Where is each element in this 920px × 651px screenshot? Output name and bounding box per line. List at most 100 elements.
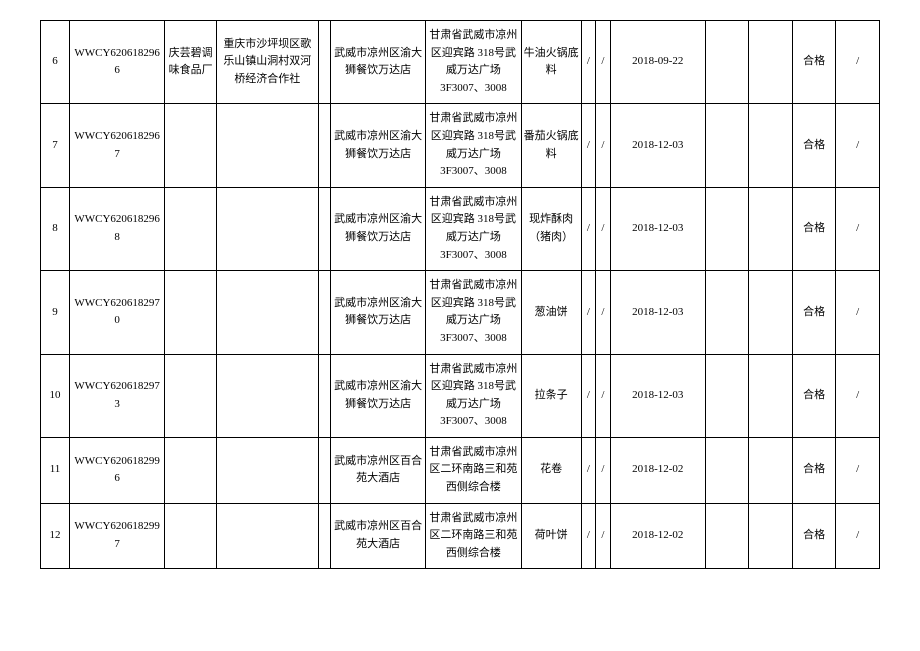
cell-date: 2018-12-03 (610, 187, 705, 270)
cell-result: 合格 (792, 437, 836, 503)
cell-manufacturer (165, 503, 217, 569)
cell-manufacturer (165, 354, 217, 437)
cell-space1 (318, 437, 330, 503)
cell-seq: 6 (41, 21, 70, 104)
cell-s1: / (581, 437, 596, 503)
table-row: 6WWCY6206182966庆芸碧调味食品厂重庆市沙坪坝区歌乐山镇山洞村双河桥… (41, 21, 880, 104)
cell-s2: / (596, 503, 611, 569)
cell-gap2 (749, 354, 793, 437)
cell-space1 (318, 354, 330, 437)
cell-code: WWCY6206182970 (70, 271, 165, 354)
cell-vendor: 武威市凉州区百合苑大酒店 (330, 437, 425, 503)
cell-gap1 (705, 104, 749, 187)
cell-vendor: 武威市凉州区渝大狮餐饮万达店 (330, 104, 425, 187)
cell-gap2 (749, 104, 793, 187)
cell-seq: 9 (41, 271, 70, 354)
cell-product: 拉条子 (521, 354, 581, 437)
cell-s1: / (581, 354, 596, 437)
cell-last: / (836, 104, 880, 187)
cell-space1 (318, 104, 330, 187)
table-row: 12WWCY6206182997 武威市凉州区百合苑大酒店甘肃省武威市凉州区二环南… (41, 503, 880, 569)
cell-manufacturer (165, 437, 217, 503)
cell-address: 甘肃省武威市凉州区迎宾路 318号武威万达广场3F3007、3008 (426, 271, 521, 354)
cell-date: 2018-12-02 (610, 503, 705, 569)
cell-gap1 (705, 354, 749, 437)
cell-s2: / (596, 437, 611, 503)
cell-gap2 (749, 187, 793, 270)
cell-seq: 7 (41, 104, 70, 187)
table-row: 7WWCY6206182967武威市凉州区渝大狮餐饮万达店甘肃省武威市凉州区迎宾… (41, 104, 880, 187)
cell-manufacturerAddr: 重庆市沙坪坝区歌乐山镇山洞村双河桥经济合作社 (217, 21, 319, 104)
cell-gap2 (749, 503, 793, 569)
cell-seq: 10 (41, 354, 70, 437)
cell-product: 番茄火锅底料 (521, 104, 581, 187)
cell-address: 甘肃省武威市凉州区二环南路三和苑西侧综合楼 (426, 503, 521, 569)
cell-s2: / (596, 271, 611, 354)
cell-product: 葱油饼 (521, 271, 581, 354)
cell-manufacturerAddr (217, 187, 319, 270)
cell-address: 甘肃省武威市凉州区迎宾路 318号武威万达广场3F3007、3008 (426, 187, 521, 270)
cell-s2: / (596, 21, 611, 104)
inspection-table: 6WWCY6206182966庆芸碧调味食品厂重庆市沙坪坝区歌乐山镇山洞村双河桥… (40, 20, 880, 569)
cell-manufacturer: 庆芸碧调味食品厂 (165, 21, 217, 104)
cell-manufacturerAddr (217, 503, 319, 569)
cell-gap2 (749, 21, 793, 104)
cell-s1: / (581, 104, 596, 187)
cell-code: WWCY6206182997 (70, 503, 165, 569)
cell-seq: 12 (41, 503, 70, 569)
cell-date: 2018-09-22 (610, 21, 705, 104)
cell-product: 现炸酥肉（猪肉） (521, 187, 581, 270)
cell-vendor: 武威市凉州区渝大狮餐饮万达店 (330, 21, 425, 104)
cell-product: 牛油火锅底料 (521, 21, 581, 104)
cell-manufacturer (165, 187, 217, 270)
cell-gap2 (749, 437, 793, 503)
cell-last: / (836, 271, 880, 354)
cell-s1: / (581, 271, 596, 354)
cell-gap1 (705, 437, 749, 503)
cell-code: WWCY6206182966 (70, 21, 165, 104)
cell-address: 甘肃省武威市凉州区迎宾路 318号武威万达广场3F3007、3008 (426, 354, 521, 437)
cell-code: WWCY6206182968 (70, 187, 165, 270)
cell-gap2 (749, 271, 793, 354)
cell-manufacturer (165, 104, 217, 187)
cell-gap1 (705, 21, 749, 104)
cell-code: WWCY6206182996 (70, 437, 165, 503)
cell-address: 甘肃省武威市凉州区二环南路三和苑西侧综合楼 (426, 437, 521, 503)
table-row: 11WWCY6206182996 武威市凉州区百合苑大酒店甘肃省武威市凉州区二环南… (41, 437, 880, 503)
cell-gap1 (705, 271, 749, 354)
cell-last: / (836, 187, 880, 270)
cell-last: / (836, 21, 880, 104)
cell-product: 荷叶饼 (521, 503, 581, 569)
cell-space1 (318, 271, 330, 354)
cell-vendor: 武威市凉州区百合苑大酒店 (330, 503, 425, 569)
cell-gap1 (705, 503, 749, 569)
cell-address: 甘肃省武威市凉州区迎宾路 318号武威万达广场3F3007、3008 (426, 21, 521, 104)
cell-s1: / (581, 503, 596, 569)
cell-last: / (836, 437, 880, 503)
cell-s2: / (596, 187, 611, 270)
cell-last: / (836, 503, 880, 569)
cell-seq: 11 (41, 437, 70, 503)
cell-code: WWCY6206182973 (70, 354, 165, 437)
cell-space1 (318, 21, 330, 104)
cell-date: 2018-12-03 (610, 104, 705, 187)
cell-address: 甘肃省武威市凉州区迎宾路 318号武威万达广场3F3007、3008 (426, 104, 521, 187)
cell-s2: / (596, 104, 611, 187)
cell-product: 花卷 (521, 437, 581, 503)
cell-result: 合格 (792, 21, 836, 104)
cell-seq: 8 (41, 187, 70, 270)
cell-manufacturerAddr (217, 271, 319, 354)
cell-result: 合格 (792, 354, 836, 437)
cell-vendor: 武威市凉州区渝大狮餐饮万达店 (330, 187, 425, 270)
cell-last: / (836, 354, 880, 437)
cell-s1: / (581, 21, 596, 104)
table-row: 8WWCY6206182968 武威市凉州区渝大狮餐饮万达店甘肃省武威市凉州区迎宾… (41, 187, 880, 270)
table-body: 6WWCY6206182966庆芸碧调味食品厂重庆市沙坪坝区歌乐山镇山洞村双河桥… (41, 21, 880, 569)
cell-space1 (318, 503, 330, 569)
cell-manufacturerAddr (217, 104, 319, 187)
cell-result: 合格 (792, 271, 836, 354)
table-row: 9WWCY6206182970武威市凉州区渝大狮餐饮万达店甘肃省武威市凉州区迎宾… (41, 271, 880, 354)
cell-manufacturerAddr (217, 437, 319, 503)
cell-s1: / (581, 187, 596, 270)
cell-date: 2018-12-02 (610, 437, 705, 503)
